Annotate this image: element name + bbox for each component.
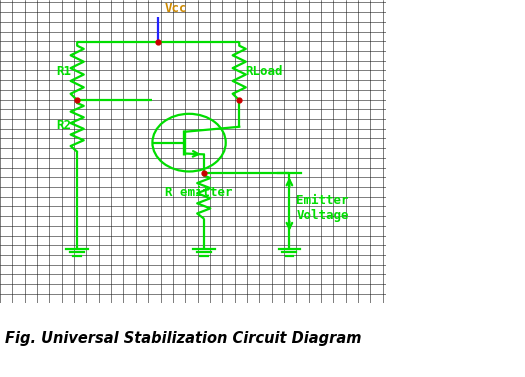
Text: R emitter: R emitter	[165, 186, 233, 199]
Text: RLoad: RLoad	[245, 65, 282, 78]
Text: Vcc: Vcc	[165, 2, 187, 15]
Text: Fig. Universal Stabilization Circuit Diagram: Fig. Universal Stabilization Circuit Dia…	[5, 331, 362, 346]
Text: Emitter
Voltage: Emitter Voltage	[296, 194, 349, 222]
Text: R1: R1	[56, 65, 71, 78]
Text: R2: R2	[56, 120, 71, 132]
